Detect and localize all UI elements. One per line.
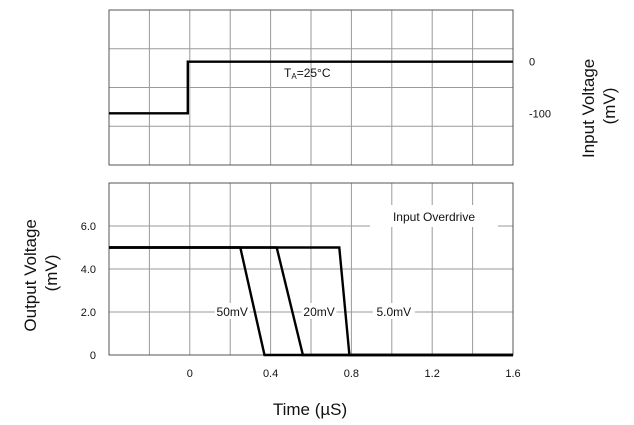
input-ylabel-line1: Input Voltage	[579, 59, 598, 158]
legend-title-background	[370, 205, 498, 227]
x-tick-label: 1.6	[505, 368, 520, 380]
output-y-ticks: 0 2.0 4.0 6.0	[81, 221, 96, 362]
legend-title: Input Overdrive	[393, 210, 475, 224]
x-tick-label: 0.8	[344, 368, 359, 380]
output-ylabel-line2: (mV)	[42, 255, 61, 292]
output-trace-5-0mv	[109, 246, 513, 357]
series-label-backgrounds	[214, 303, 415, 319]
output-ylabel-line1: Output Voltage	[21, 219, 40, 331]
series-label: 5.0mV	[376, 305, 411, 319]
input-ylabel-line2: (mV)	[600, 88, 619, 125]
temperature-annotation: TA=25°C	[284, 66, 331, 81]
series-label: 50mV	[217, 305, 248, 319]
annotation-rest: =25°C	[297, 66, 331, 80]
x-tick-label: 1.2	[425, 368, 440, 380]
series-label: 20mV	[303, 305, 334, 319]
series-label-background	[301, 303, 337, 319]
annotation-subscript: A	[291, 72, 297, 81]
output-y-tick-label: 4.0	[81, 264, 96, 276]
input-y-tick-label: 0	[529, 57, 535, 69]
output-y-tick-label: 2.0	[81, 307, 96, 319]
output-ylabel: Output Voltage (mV)	[21, 214, 61, 331]
output-y-tick-label: 0	[90, 350, 96, 362]
input-grid	[109, 10, 513, 165]
input-y-tick-label: -100	[529, 108, 551, 120]
x-tick-label: 0.4	[263, 368, 278, 380]
output-voltage-panel: Input Overdrive 50mV 20mV 5.0mV 0 2.0 4.0 6.0…	[21, 182, 521, 419]
output-y-tick-label: 6.0	[81, 221, 96, 233]
input-voltage-trace	[109, 60, 513, 115]
annotation-main: T	[284, 66, 292, 80]
input-ylabel: Input Voltage (mV)	[579, 54, 619, 158]
output-x-ticks: 0 0.4 0.8 1.2 1.6	[187, 368, 521, 380]
x-axis-label: Time (µS)	[273, 400, 347, 419]
input-voltage-panel: 0 -100 TA=25°C Input Voltage (mV)	[108, 9, 619, 166]
x-tick-label: 0	[187, 368, 193, 380]
series-label-background	[214, 303, 250, 319]
input-y-ticks: 0 -100	[529, 57, 551, 121]
output-traces	[109, 246, 513, 357]
series-labels: 50mV 20mV 5.0mV	[217, 305, 412, 319]
series-label-background	[372, 303, 415, 319]
input-plot-frame	[108, 9, 514, 166]
